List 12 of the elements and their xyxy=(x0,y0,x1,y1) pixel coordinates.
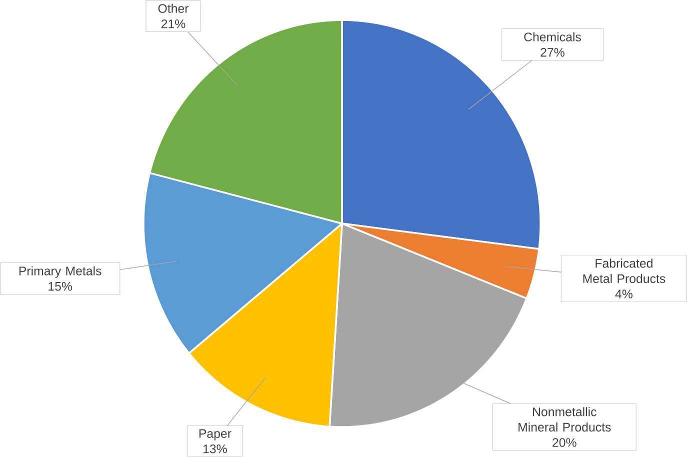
data-label: 27% xyxy=(540,48,564,57)
data-label: 15% xyxy=(48,282,72,291)
slice-label: Primary Metals xyxy=(19,266,102,278)
slice-label: Chemicals xyxy=(524,32,581,42)
slice-label: Other xyxy=(158,4,189,13)
slice-label: Nonmetallic Mineral Products xyxy=(518,407,611,432)
data-label: 21% xyxy=(161,19,186,28)
data-label: 20% xyxy=(552,438,576,447)
slice-label: Paper xyxy=(199,429,232,440)
data-label: 4% xyxy=(615,290,632,298)
slice-label: Fabricated Metal Products xyxy=(583,258,666,284)
data-label: 13% xyxy=(203,444,227,454)
